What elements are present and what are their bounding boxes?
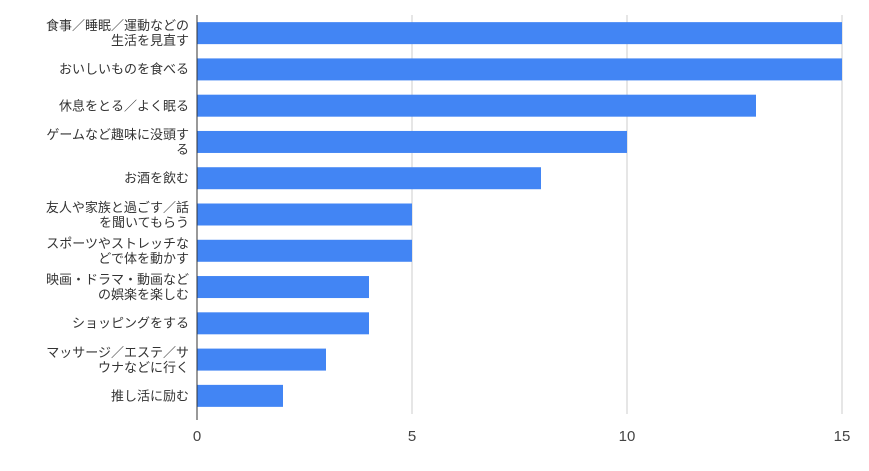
- bar: [197, 239, 412, 262]
- y-tick-label: 推し活に励む: [110, 388, 189, 404]
- bar: [197, 130, 627, 153]
- y-tick-label: 休息をとる／よく眠る: [58, 98, 189, 114]
- bar: [197, 384, 283, 407]
- y-tick-label: スポーツやストレッチなどで体を動かす: [46, 235, 189, 266]
- bar: [197, 22, 842, 45]
- bar: [197, 94, 756, 117]
- y-tick-label: ゲームなど趣味に没頭する: [46, 126, 189, 157]
- y-tick-label: ショッピングをする: [71, 315, 189, 331]
- y-tick-label: 映画・ドラマ・動画などの娯楽を楽しむ: [45, 272, 189, 303]
- bar: [197, 58, 842, 81]
- bar: [197, 312, 369, 335]
- y-tick-label: マッサージ／エステ／サウナなどに行く: [46, 344, 189, 375]
- bar: [197, 167, 541, 190]
- bar: [197, 348, 326, 371]
- y-tick-label: おいしいものを食べる: [58, 61, 189, 77]
- x-tick-label: 5: [408, 428, 416, 445]
- y-tick-label: 食事／睡眠／運動などの生活を見直す: [45, 18, 189, 49]
- x-tick-label: 0: [193, 428, 201, 445]
- x-tick-label: 15: [834, 428, 851, 445]
- bar: [197, 203, 412, 226]
- y-tick-label: お酒を飲む: [123, 170, 189, 186]
- bar: [197, 276, 369, 299]
- y-tick-label: 友人や家族と過ごす／話を聞いてもらう: [45, 199, 189, 230]
- x-tick-label: 10: [619, 428, 636, 445]
